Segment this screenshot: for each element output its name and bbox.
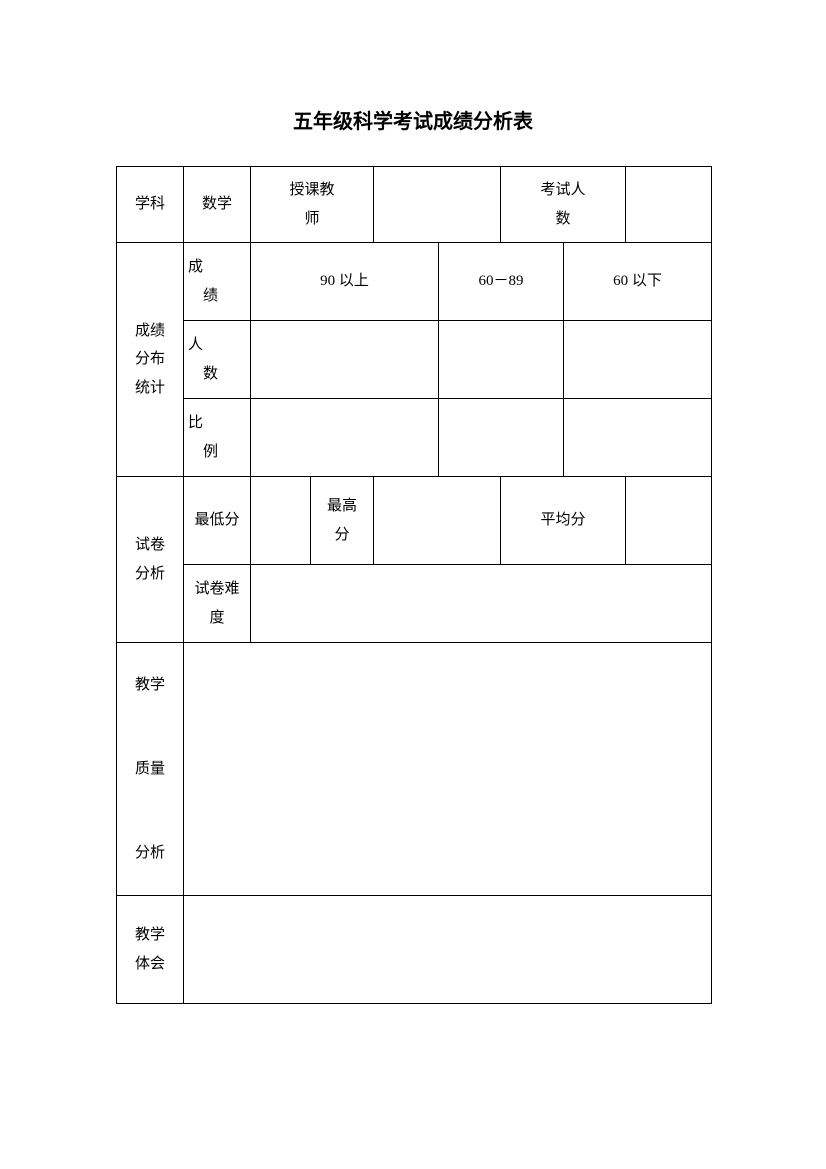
quality-analysis-section-label: 教学 质量 分析 xyxy=(117,643,184,896)
count-row: 人 数 xyxy=(117,321,712,399)
quality-analysis-row: 教学 质量 分析 xyxy=(117,643,712,896)
avg-score-label: 平均分 xyxy=(501,477,626,565)
difficulty-row: 试卷难 度 xyxy=(117,565,712,643)
teaching-experience-content xyxy=(184,896,712,1004)
max-score-label: 最高 分 xyxy=(311,477,374,565)
ratio-val-3 xyxy=(564,399,712,477)
score-distribution-section-label: 成绩 分布 统计 xyxy=(117,243,184,477)
subject-label: 学科 xyxy=(117,167,184,243)
count-val-2 xyxy=(439,321,564,399)
score-range-row: 成绩 分布 统计 成 绩 90 以上 60－89 60 以下 xyxy=(117,243,712,321)
analysis-table: 学科 数学 授课教 师 考试人 数 成绩 分布 统计 成 绩 90 以上 60－… xyxy=(116,166,712,1004)
teacher-label: 授课教 师 xyxy=(251,167,374,243)
exam-analysis-section-label: 试卷 分析 xyxy=(117,477,184,643)
teaching-experience-section-label: 教学 体会 xyxy=(117,896,184,1004)
exam-count-value xyxy=(626,167,712,243)
score-range-1: 90 以上 xyxy=(251,243,439,321)
avg-score-value xyxy=(626,477,712,565)
difficulty-value xyxy=(251,565,712,643)
ratio-val-1 xyxy=(251,399,439,477)
document-title: 五年级科学考试成绩分析表 xyxy=(116,105,710,134)
score-row-label: 成 绩 xyxy=(184,243,251,321)
score-stats-row: 试卷 分析 最低分 最高 分 平均分 xyxy=(117,477,712,565)
count-row-label: 人 数 xyxy=(184,321,251,399)
score-range-3: 60 以下 xyxy=(564,243,712,321)
ratio-row-label: 比 例 xyxy=(184,399,251,477)
header-row: 学科 数学 授课教 师 考试人 数 xyxy=(117,167,712,243)
teacher-value xyxy=(374,167,501,243)
ratio-row: 比 例 xyxy=(117,399,712,477)
min-score-label: 最低分 xyxy=(184,477,251,565)
max-score-value xyxy=(374,477,501,565)
difficulty-label: 试卷难 度 xyxy=(184,565,251,643)
quality-analysis-content xyxy=(184,643,712,896)
count-val-1 xyxy=(251,321,439,399)
ratio-val-2 xyxy=(439,399,564,477)
min-score-value xyxy=(251,477,311,565)
count-val-3 xyxy=(564,321,712,399)
teaching-experience-row: 教学 体会 xyxy=(117,896,712,1004)
exam-count-label: 考试人 数 xyxy=(501,167,626,243)
score-range-2: 60－89 xyxy=(439,243,564,321)
subject-value: 数学 xyxy=(184,167,251,243)
